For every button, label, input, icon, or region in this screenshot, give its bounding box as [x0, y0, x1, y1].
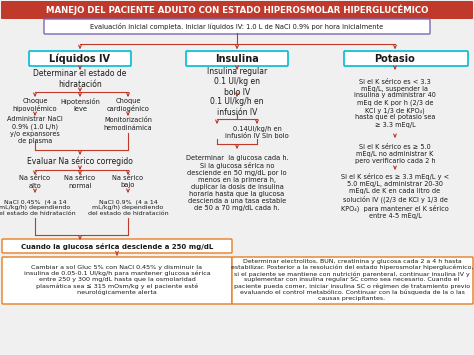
FancyBboxPatch shape: [29, 51, 131, 66]
FancyBboxPatch shape: [344, 51, 468, 66]
FancyBboxPatch shape: [2, 239, 232, 253]
Text: Na sérico
normal: Na sérico normal: [64, 175, 96, 189]
Text: Líquidos IV: Líquidos IV: [49, 53, 110, 64]
Text: Si el K sérico es < 3.3
mEq/L, suspender la
insulina y administrar 40
mEq de K p: Si el K sérico es < 3.3 mEq/L, suspender…: [354, 78, 436, 127]
Text: Choque
cardiogénico: Choque cardiogénico: [107, 98, 149, 112]
FancyBboxPatch shape: [186, 51, 288, 66]
Text: NaCl 0.45%  (4 a 14
mL/kg/h) dependiendo
del estado de hidratación: NaCl 0.45% (4 a 14 mL/kg/h) dependiendo …: [0, 200, 75, 216]
Text: Administrar NaCl
0.9% (1.0 L/h)
y/o expansores
de plasma: Administrar NaCl 0.9% (1.0 L/h) y/o expa…: [7, 116, 63, 144]
Text: Insulina regular
0.1 UI/kg en
bolo IV: Insulina regular 0.1 UI/kg en bolo IV: [207, 67, 267, 97]
Text: Hipotensión
leve: Hipotensión leve: [60, 98, 100, 112]
FancyBboxPatch shape: [1, 1, 473, 19]
Text: Si el K sérico es ≥ 3.3 mEq/L y <
5.0 mEq/L, administrar 20-30
mEq/L de K en cad: Si el K sérico es ≥ 3.3 mEq/L y < 5.0 mE…: [341, 173, 449, 219]
Text: Cambiar a sol Gluc 5% con NaCl 0.45% y disminuir la
insulinа de 0.05-0.1 UI/kg/h: Cambiar a sol Gluc 5% con NaCl 0.45% y d…: [24, 265, 210, 295]
Text: Cuando la glucosa sérica desciende a 250 mg/dL: Cuando la glucosa sérica desciende a 250…: [21, 242, 213, 250]
Text: Choque
hipovolémico: Choque hipovolémico: [13, 98, 57, 112]
Text: Evaluar Na sérico corregido: Evaluar Na sérico corregido: [27, 156, 133, 166]
FancyBboxPatch shape: [2, 257, 232, 304]
FancyBboxPatch shape: [44, 19, 430, 34]
Text: Potasio: Potasio: [374, 54, 415, 64]
Text: Determinar el estado de
hidratación: Determinar el estado de hidratación: [33, 69, 127, 89]
Text: Determinar electrolitos, BUN, creatinina y glucosa cada 2 a 4 h hasta
estabiliza: Determinar electrolitos, BUN, creatinina…: [231, 259, 473, 301]
Text: Si el K sérico es ≥ 5.0
mEq/L no administrar K
pero verificarlo cada 2 h: Si el K sérico es ≥ 5.0 mEq/L no adminis…: [355, 144, 435, 164]
FancyBboxPatch shape: [232, 257, 473, 304]
Text: Determinar  la glucosa cada h.
Si la glucosa sérica no
desciende en 50 mg/dL por: Determinar la glucosa cada h. Si la gluc…: [186, 155, 288, 211]
Text: Na sérico
bajo: Na sérico bajo: [112, 175, 144, 189]
Text: Evaluación inicial completa. Iniciar líquidos IV: 1.0 L de NaCl 0.9% por hora in: Evaluación inicial completa. Iniciar líq…: [91, 23, 383, 30]
Text: 0.14UI/kg/h en
infusión IV Sin bolo: 0.14UI/kg/h en infusión IV Sin bolo: [225, 126, 289, 140]
Text: Na sérico
alto: Na sérico alto: [19, 175, 51, 189]
Text: Insulina: Insulina: [215, 54, 259, 64]
Text: 0.1 UI/kg/h en
infusión IV: 0.1 UI/kg/h en infusión IV: [210, 97, 264, 117]
Text: MANEJO DEL PACIENTE ADULTO CON ESTADO HIPEROSMOLAR HIPERGLUCÉMICO: MANEJO DEL PACIENTE ADULTO CON ESTADO HI…: [46, 5, 428, 15]
Text: NaCl 0.9%  (4 a 14
mL/kg/h) dependiendo
del estado de hidratación: NaCl 0.9% (4 a 14 mL/kg/h) dependiendo d…: [88, 200, 168, 216]
Text: Monitorización
hemodinámica: Monitorización hemodinámica: [104, 118, 152, 131]
